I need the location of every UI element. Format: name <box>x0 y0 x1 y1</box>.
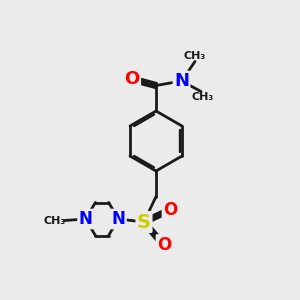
Text: CH₃: CH₃ <box>184 51 206 61</box>
Text: N: N <box>112 210 125 228</box>
Text: O: O <box>157 236 171 253</box>
Text: O: O <box>124 70 140 88</box>
Text: N: N <box>174 72 189 90</box>
Text: S: S <box>137 212 151 232</box>
Text: N: N <box>79 210 92 228</box>
Text: CH₃: CH₃ <box>44 215 66 226</box>
Text: O: O <box>163 201 177 219</box>
Text: CH₃: CH₃ <box>191 92 214 102</box>
